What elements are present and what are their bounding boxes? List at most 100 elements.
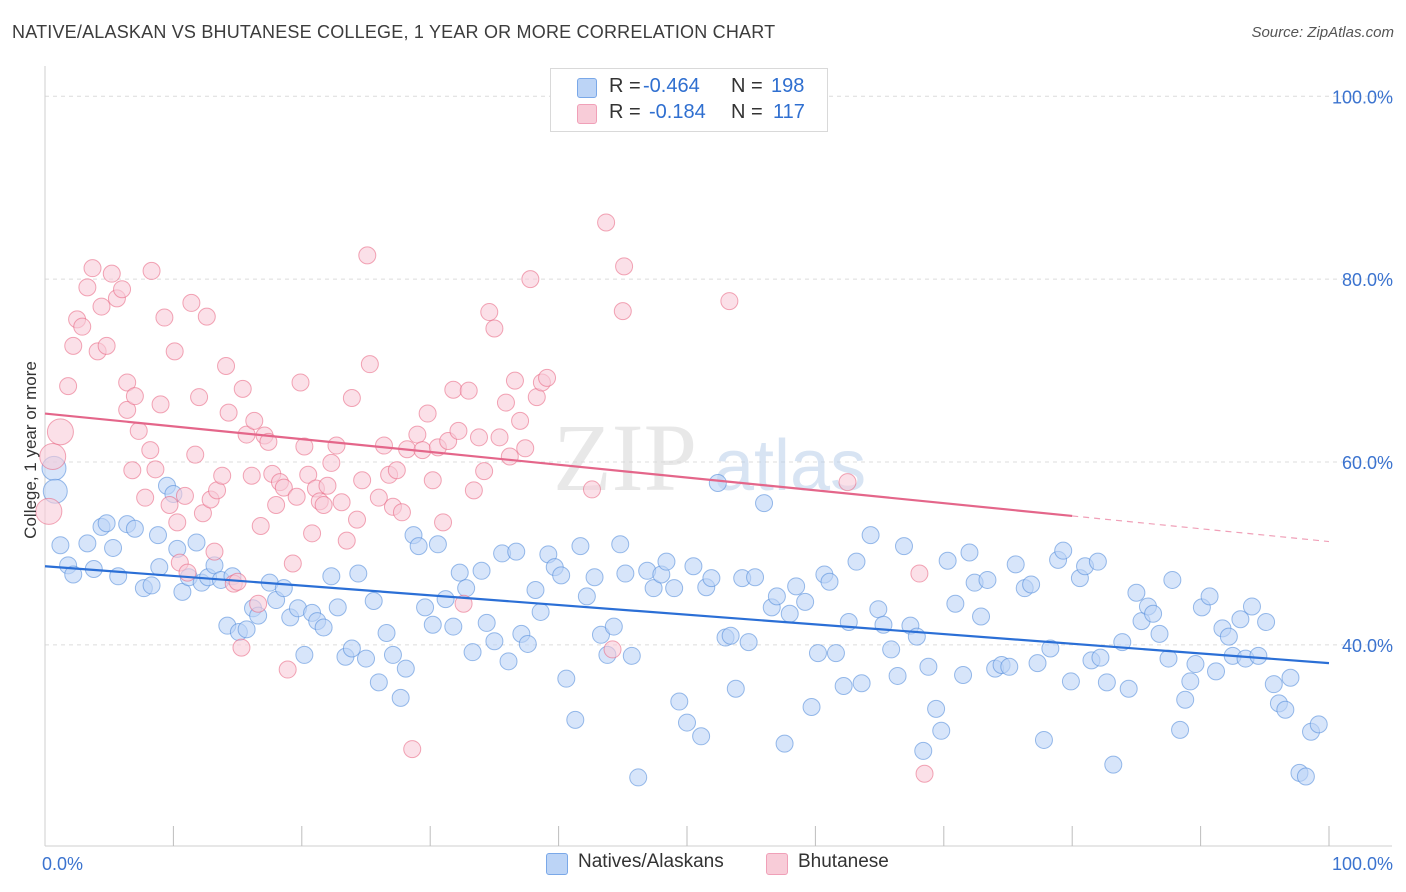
data-point: [1276, 700, 1295, 719]
data-point: [444, 380, 463, 399]
y-tick-label: 40.0%: [1342, 636, 1393, 656]
data-point: [1104, 755, 1123, 774]
data-point: [746, 568, 765, 587]
data-point: [475, 462, 494, 481]
data-point: [35, 497, 63, 525]
data-point: [938, 551, 957, 570]
data-point: [665, 579, 684, 598]
y-tick-label: 60.0%: [1342, 453, 1393, 473]
data-point: [409, 537, 428, 556]
data-point: [603, 640, 622, 659]
data-point: [205, 542, 224, 561]
data-point: [464, 481, 483, 500]
data-point: [775, 734, 794, 753]
data-point: [557, 669, 576, 688]
data-point: [1242, 597, 1261, 616]
data-point: [1041, 639, 1060, 658]
bhutanese-swatch: [577, 104, 597, 124]
tick-labels: 40.0% 60.0% 80.0% 100.0% 0.0% 100.0%: [42, 87, 1393, 874]
data-point: [847, 552, 866, 571]
data-point: [349, 564, 368, 583]
data-point: [577, 587, 596, 606]
data-point: [168, 513, 187, 532]
data-point: [283, 554, 302, 573]
y-axis-label: College, 1 year or more: [21, 361, 40, 539]
data-point: [387, 461, 406, 480]
data-point: [274, 478, 293, 497]
data-point: [51, 536, 70, 555]
data-point: [914, 741, 933, 760]
data-point: [233, 379, 252, 398]
data-point: [46, 418, 74, 446]
data-point: [1296, 767, 1315, 786]
stats-legend: R = -0.464 N = 198 R = -0.184 N = 117: [550, 68, 828, 132]
data-point: [1200, 587, 1219, 606]
data-point: [616, 564, 635, 583]
data-point: [629, 768, 648, 787]
r-label: R =: [609, 75, 641, 97]
data-point: [604, 617, 623, 636]
data-point: [954, 666, 973, 685]
data-point: [496, 393, 515, 412]
data-point: [469, 428, 488, 447]
data-point: [123, 461, 142, 480]
data-point: [1119, 679, 1138, 698]
data-point: [1207, 662, 1226, 681]
data-point: [861, 526, 880, 545]
data-point: [148, 526, 167, 545]
y-tick-label: 80.0%: [1342, 270, 1393, 290]
data-point: [1091, 648, 1110, 667]
y-axis-label-container: College, 1 year or more: [8, 300, 48, 600]
data-point: [391, 688, 410, 707]
data-point: [1144, 604, 1163, 623]
data-point: [146, 460, 165, 479]
data-point: [141, 441, 160, 460]
data-point: [787, 577, 806, 596]
data-point: [808, 644, 827, 663]
data-point: [834, 677, 853, 695]
data-point: [59, 377, 78, 396]
data-point: [337, 531, 356, 550]
data-point: [463, 643, 482, 662]
data-point: [423, 471, 442, 490]
data-point: [960, 543, 979, 562]
data-point: [1171, 720, 1190, 739]
data-point: [295, 645, 314, 664]
data-point: [358, 246, 377, 265]
data-point: [946, 594, 965, 613]
data-point: [353, 471, 372, 490]
data-point: [97, 514, 116, 533]
data-point: [888, 666, 907, 685]
n-value: 198: [771, 75, 805, 97]
data-point: [1176, 690, 1195, 709]
data-point: [507, 542, 526, 561]
data-point: [314, 618, 333, 637]
data-point: [327, 436, 346, 455]
data-point: [678, 713, 696, 732]
data-point: [1006, 555, 1025, 574]
legend-label-bhutanese: Bhutanese: [798, 851, 889, 872]
data-point: [1088, 552, 1107, 571]
data-point: [102, 264, 121, 283]
data-point: [459, 381, 478, 400]
data-point: [423, 615, 442, 634]
data-point: [1022, 575, 1041, 594]
natives-swatch: [577, 78, 597, 98]
data-point: [1249, 646, 1268, 665]
data-point: [267, 495, 286, 514]
data-point: [155, 308, 174, 327]
data-point: [915, 764, 934, 783]
data-point: [392, 503, 411, 522]
data-point: [644, 579, 663, 598]
data-point: [396, 659, 415, 678]
data-point: [500, 447, 519, 466]
data-point: [303, 524, 322, 543]
data-point: [151, 395, 170, 414]
data-point: [702, 569, 721, 588]
data-point: [485, 319, 504, 338]
data-point: [910, 564, 929, 583]
trend-line-extension: [1072, 515, 1330, 543]
data-point: [186, 445, 205, 464]
data-point: [566, 710, 585, 729]
data-point: [213, 466, 232, 485]
